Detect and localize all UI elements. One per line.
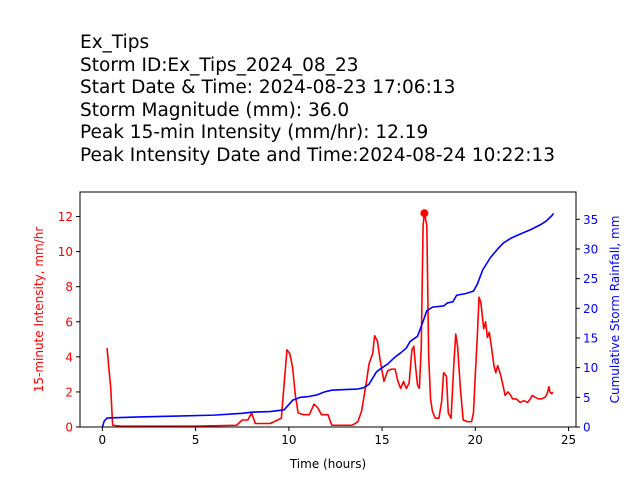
y-right-tick-label: 0 bbox=[583, 421, 591, 435]
y-left-tick-label: 4 bbox=[65, 350, 73, 364]
y-right-tick-label: 10 bbox=[583, 361, 598, 375]
x-tick-label: 25 bbox=[561, 433, 576, 447]
chart-title-block: Ex_Tips Storm ID:Ex_Tips_2024_08_23 Star… bbox=[80, 32, 555, 168]
axes-layer: 0 5 10 15 20 25 0 2 4 6 8 10 12 0 5 10 15 20 25 30 35 bbox=[58, 210, 599, 447]
title-line-storm-id: Storm ID:Ex_Tips_2024_08_23 bbox=[80, 54, 359, 76]
y-left-tick-label: 8 bbox=[65, 280, 73, 294]
title-line-peak-time: Peak Intensity Date and Time:2024-08-24 … bbox=[80, 144, 555, 166]
y-right-tick-label: 25 bbox=[583, 272, 598, 286]
x-tick-label: 10 bbox=[281, 433, 296, 447]
y-right-tick-label: 15 bbox=[583, 331, 598, 345]
title-line-start: Start Date & Time: 2024-08-23 17:06:13 bbox=[80, 77, 456, 99]
title-line-peak-intensity: Peak 15-min Intensity (mm/hr): 12.19 bbox=[80, 122, 429, 144]
cumulative-rainfall-line bbox=[101, 212, 555, 428]
y-axis-label-right: Cumulative Storm Rainfall, mm bbox=[608, 216, 622, 404]
y-right-tick-label: 20 bbox=[583, 302, 598, 316]
x-tick-label: 0 bbox=[99, 433, 107, 447]
x-axis-label: Time (hours) bbox=[289, 457, 366, 471]
y-left-tick-label: 10 bbox=[58, 245, 73, 259]
y-left-tick-label: 12 bbox=[58, 210, 73, 224]
y-right-tick-label: 35 bbox=[583, 213, 598, 227]
y-right-tick-label: 30 bbox=[583, 242, 598, 256]
x-tick-label: 20 bbox=[468, 433, 483, 447]
y-left-tick-label: 2 bbox=[65, 385, 73, 399]
x-tick-label: 15 bbox=[374, 433, 389, 447]
y-axis-label-left: 15-minute Intensity, mm/hr bbox=[32, 227, 46, 393]
series-layer bbox=[101, 209, 555, 428]
y-left-tick-label: 0 bbox=[65, 421, 73, 435]
title-line-name: Ex_Tips bbox=[80, 32, 150, 53]
peak-intensity-marker bbox=[420, 209, 429, 218]
title-line-magnitude: Storm Magnitude (mm): 36.0 bbox=[80, 99, 350, 121]
intensity-line bbox=[106, 212, 554, 427]
y-left-tick-label: 6 bbox=[65, 315, 73, 329]
y-right-tick-label: 5 bbox=[583, 391, 591, 405]
plot-frame bbox=[79, 191, 577, 428]
x-tick-label: 5 bbox=[192, 433, 200, 447]
